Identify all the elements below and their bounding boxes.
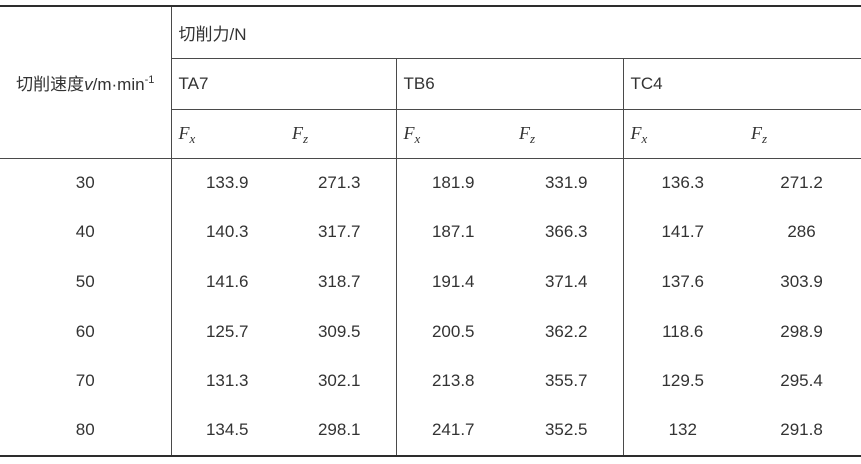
value-cell: 317.7 bbox=[283, 207, 397, 258]
value-cell: 362.2 bbox=[510, 306, 624, 357]
force-symbol: Fx bbox=[403, 123, 421, 146]
speed-cell: 30 bbox=[0, 158, 172, 208]
value-cell: 118.6 bbox=[662, 321, 704, 341]
value-cell: 129.5 bbox=[661, 371, 705, 391]
value-cell: 352.5 bbox=[510, 405, 624, 456]
table-row: 70 131.3 302.1 213.8 355.7 129.5 295.4 bbox=[0, 356, 861, 406]
value-cell: 271.2 bbox=[780, 173, 823, 193]
force-symbol: Fz bbox=[751, 123, 768, 146]
speed-exponent: -1 bbox=[144, 73, 155, 86]
force-component-header-fx: Fx bbox=[396, 109, 510, 159]
speed-header-cell: 切削速度v/m·min-1 bbox=[0, 6, 172, 159]
value-cell: 355.7 bbox=[510, 356, 624, 406]
material-header-tc4: TC4 bbox=[623, 58, 861, 110]
value-cell: 371.4 bbox=[510, 257, 624, 307]
value-cell: 318.7 bbox=[283, 257, 397, 307]
force-subscript: z bbox=[762, 131, 768, 146]
value-cell: 140.3 bbox=[205, 222, 249, 242]
force-subscript: x bbox=[641, 131, 648, 146]
speed-cell: 50 bbox=[0, 257, 172, 307]
table-row: 80 134.5 298.1 241.7 352.5 132 291.8 bbox=[0, 405, 861, 456]
force-subscript: z bbox=[530, 131, 536, 146]
force-subscript: z bbox=[303, 131, 309, 146]
table-row: 60 125.7 309.5 200.5 362.2 118.6 298.9 bbox=[0, 306, 861, 357]
value-cell: 309.5 bbox=[283, 306, 397, 357]
value-cell: 141.6 bbox=[205, 271, 249, 291]
force-component-header-fz: Fz bbox=[283, 109, 397, 159]
value-cell: 366.3 bbox=[510, 207, 624, 258]
force-subscript: x bbox=[414, 131, 421, 146]
speed-cell: 80 bbox=[0, 405, 172, 456]
force-symbol: Fz bbox=[292, 123, 309, 146]
speed-label: 切削速度 bbox=[16, 74, 85, 94]
value-cell: 187.1 bbox=[431, 222, 475, 242]
value-cell: 295.4 bbox=[780, 371, 823, 391]
speed-cell: 70 bbox=[0, 356, 172, 406]
value-cell: 131.3 bbox=[205, 371, 249, 391]
value-cell: 141.7 bbox=[661, 222, 705, 242]
speed-cell: 60 bbox=[0, 306, 172, 357]
table-row: 30 133.9 271.3 181.9 331.9 136.3 271.2 bbox=[0, 158, 861, 208]
value-cell: 125.7 bbox=[205, 321, 249, 341]
value-cell: 331.9 bbox=[510, 158, 624, 208]
value-cell: 191.4 bbox=[431, 271, 475, 291]
force-symbol: Fx bbox=[630, 123, 648, 146]
cutting-force-table: 切削速度v/m·min-1 切削力/N TA7 TB6 TC4 Fx Fz Fx… bbox=[0, 5, 861, 457]
value-cell: 181.9 bbox=[431, 173, 475, 193]
value-cell: 298.1 bbox=[283, 405, 397, 456]
material-header-row: TA7 TB6 TC4 bbox=[0, 58, 861, 110]
force-symbol: Fz bbox=[519, 123, 536, 146]
material-header-ta7: TA7 bbox=[171, 58, 397, 110]
speed-unit: /m·min bbox=[92, 74, 145, 94]
value-cell: 291.8 bbox=[780, 420, 823, 440]
value-cell: 241.7 bbox=[431, 420, 475, 440]
force-group-header-row: 切削速度v/m·min-1 切削力/N bbox=[0, 6, 861, 159]
value-cell: 302.1 bbox=[283, 356, 397, 406]
value-cell: 200.5 bbox=[431, 321, 475, 341]
value-cell: 136.3 bbox=[661, 173, 705, 193]
material-header-tb6: TB6 bbox=[396, 58, 624, 110]
force-component-header-fx: Fx bbox=[623, 109, 742, 159]
value-cell: 137.6 bbox=[661, 271, 705, 291]
value-cell: 298.9 bbox=[780, 321, 823, 341]
value-cell: 134.5 bbox=[205, 420, 249, 440]
force-header-cell: 切削力/N bbox=[171, 6, 861, 59]
table-row: 50 141.6 318.7 191.4 371.4 137.6 303.9 bbox=[0, 257, 861, 307]
value-cell: 132 bbox=[668, 420, 697, 440]
force-component-header-row: Fx Fz Fx Fz Fx Fz bbox=[0, 109, 861, 159]
value-cell: 271.3 bbox=[283, 158, 397, 208]
force-component-header-fx: Fx bbox=[171, 109, 283, 159]
force-symbol: Fx bbox=[178, 123, 196, 146]
force-component-header-fz: Fz bbox=[742, 109, 861, 159]
value-cell: 303.9 bbox=[780, 271, 823, 291]
value-cell: 133.9 bbox=[205, 173, 249, 193]
value-cell: 286 bbox=[787, 222, 816, 242]
value-cell: 213.8 bbox=[431, 371, 475, 391]
force-component-header-fz: Fz bbox=[510, 109, 624, 159]
force-subscript: x bbox=[189, 131, 196, 146]
speed-cell: 40 bbox=[0, 207, 172, 258]
table-row: 40 140.3 317.7 187.1 366.3 141.7 286 bbox=[0, 207, 861, 258]
speed-symbol: v bbox=[84, 74, 93, 94]
